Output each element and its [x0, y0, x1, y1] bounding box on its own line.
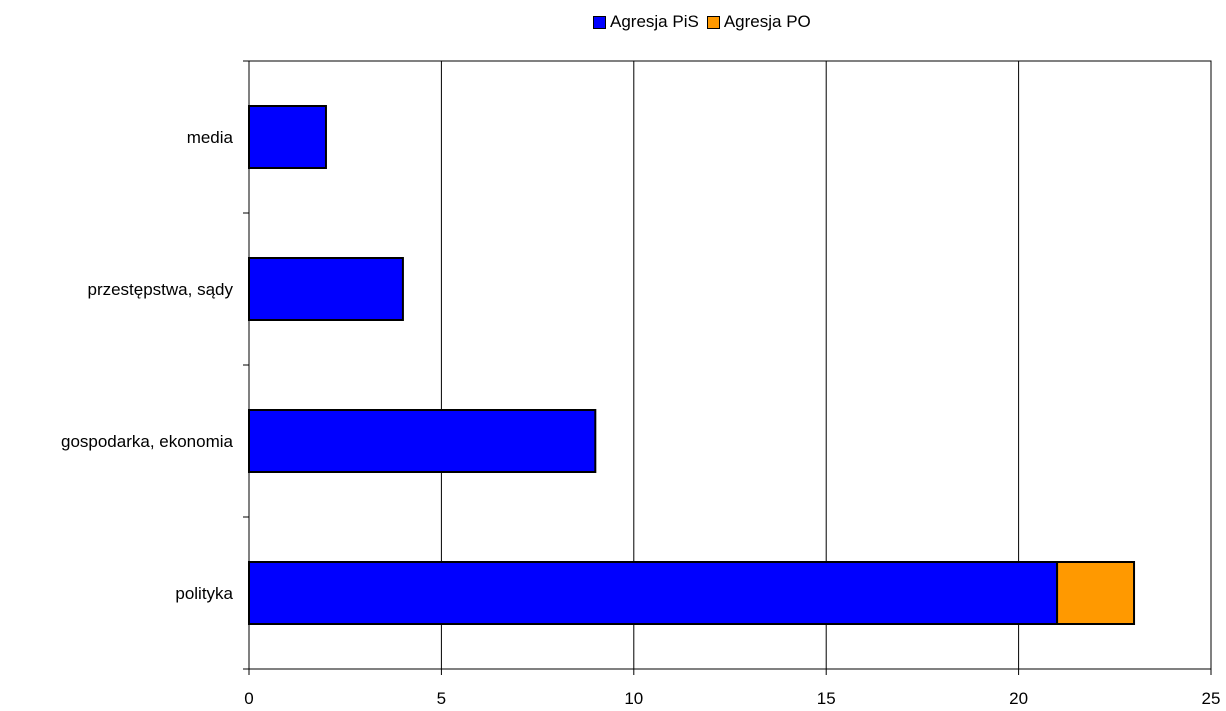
legend-label-pis: Agresja PiS [610, 12, 699, 31]
legend-item-po: Agresja PO [706, 12, 811, 32]
x-tick-label: 15 [817, 689, 836, 708]
legend: Agresja PiS Agresja PO [593, 12, 819, 32]
x-tick-label: 10 [624, 689, 643, 708]
legend-swatch-po [706, 15, 720, 29]
legend-label-po: Agresja PO [723, 12, 811, 31]
bar-po [1056, 561, 1136, 625]
bar-pis [248, 561, 1059, 625]
x-tick-label: 25 [1202, 689, 1221, 708]
x-tick-label: 0 [244, 689, 253, 708]
bar-pis [248, 409, 597, 473]
bar-pis [248, 105, 327, 169]
y-tick-label: media [187, 128, 234, 147]
y-tick-label: przestępstwa, sądy [87, 280, 233, 299]
y-tick-label: polityka [175, 584, 233, 603]
x-tick-label: 20 [1009, 689, 1028, 708]
legend-item-pis: Agresja PiS [593, 12, 699, 32]
bar-pis [248, 257, 404, 321]
y-tick-label: gospodarka, ekonomia [61, 432, 234, 451]
x-tick-label: 5 [437, 689, 446, 708]
legend-swatch-pis [593, 15, 606, 29]
